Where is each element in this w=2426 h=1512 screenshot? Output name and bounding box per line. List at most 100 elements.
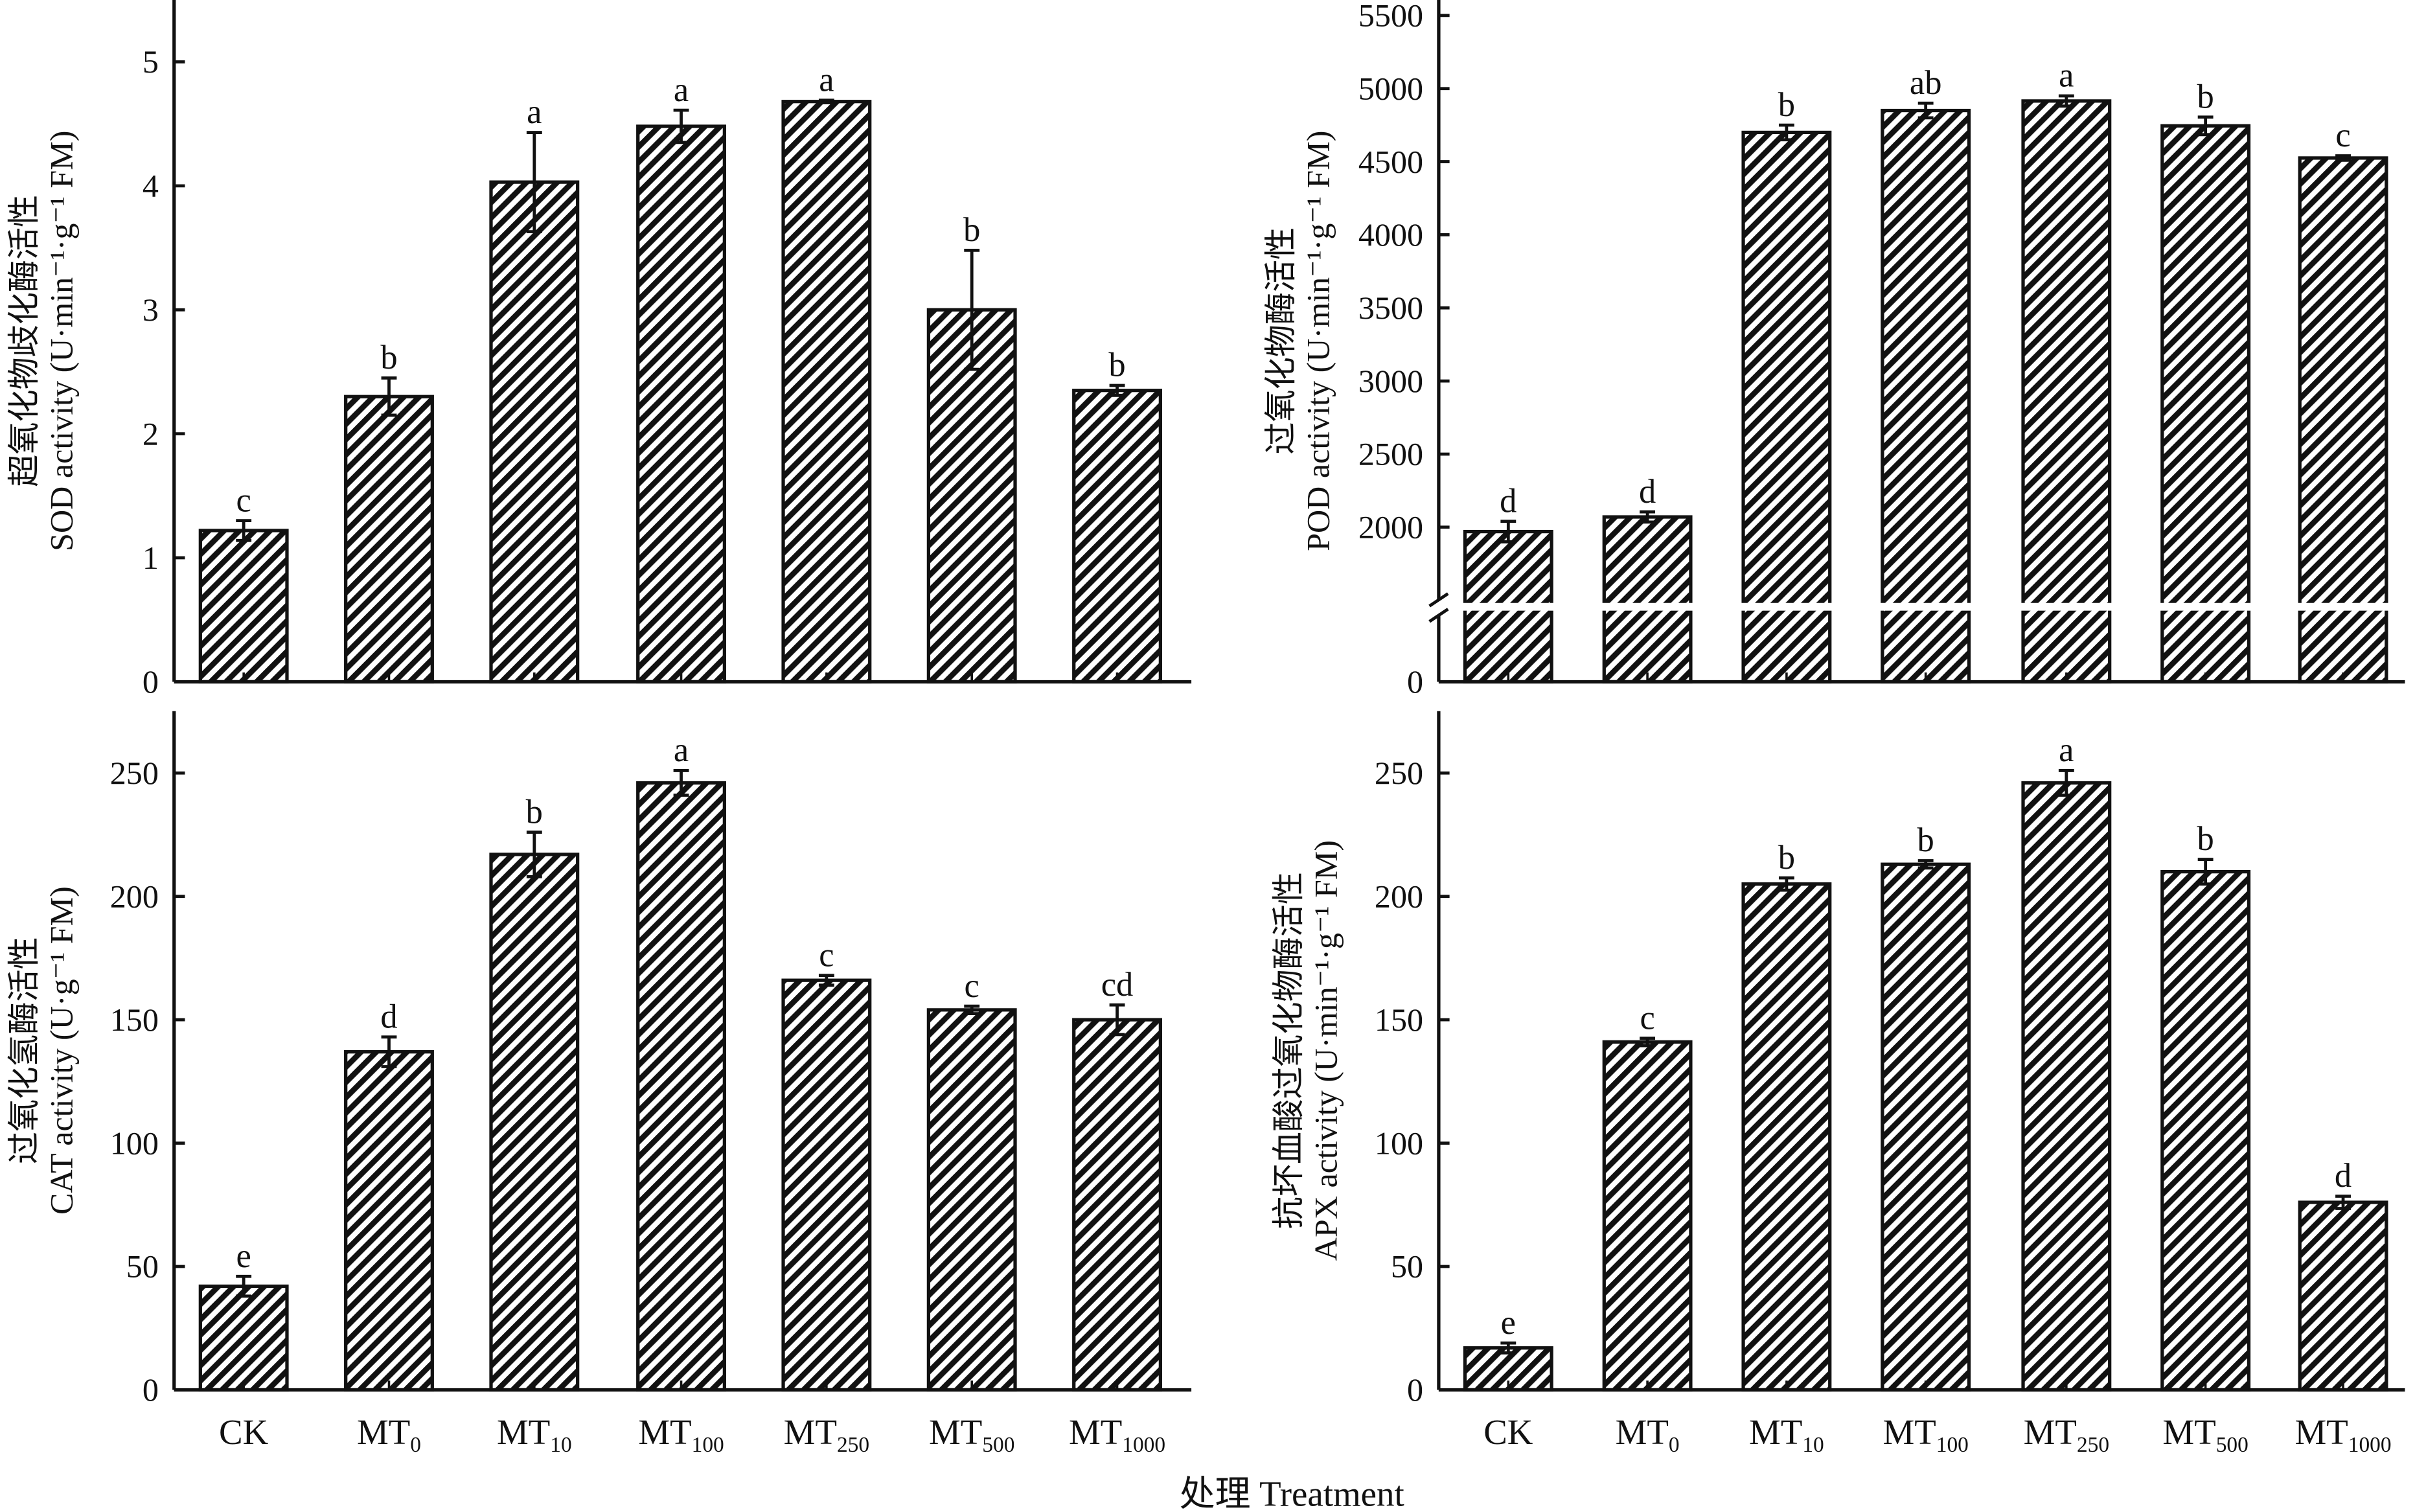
bar [636,124,726,684]
error-bar [1109,1003,1125,1037]
error-bar [236,1274,252,1298]
significance-letter: a [674,731,689,769]
significance-letter: d [380,998,397,1035]
y-tick-label: 50 [126,1248,159,1285]
bar [1741,130,1832,684]
error-bar [381,376,397,417]
axis-break-gap [1441,602,2409,611]
y-tick-label: 3500 [1358,290,1423,326]
y-tick-label: 0 [1407,663,1423,700]
y-tick-label: 100 [1375,1125,1423,1161]
axis-break-mark [1428,592,1449,623]
y-tick-label: 4 [143,168,159,204]
bar [2298,1200,2388,1392]
bar [1741,882,1832,1392]
bar [2160,124,2251,684]
x-tick-label: MT250 [2024,1412,2109,1457]
x-tick-label: MT10 [497,1412,572,1457]
y-axis-title-en: CAT activity (U·g⁻¹ FM) [43,886,79,1215]
y-tick-label: 2000 [1358,509,1423,545]
significance-letter: b [526,793,543,830]
error-bar [1917,859,1934,870]
significance-letter: c [1640,999,1654,1037]
error-bar [526,830,542,878]
x-axis-title: 处理 Treatment [1180,1474,1404,1512]
bar [2298,156,2388,684]
bar [1072,1018,1162,1392]
y-axis-title-en: APX activity (U·min⁻¹·g⁻¹ FM) [1307,840,1344,1261]
apx-panel: e c b b a b d 0 50 100 150 200 250 抗坏血酸过氧化物酶活性APX act… [1270,711,2405,1457]
y-axis-title-cn: 抗坏血酸过氧化物酶活性 [1270,872,1307,1229]
x-tick-label: MT250 [784,1412,869,1457]
y-axis-title-cn: 过氧化物酶活性 [1263,227,1299,455]
error-bar [2335,154,2351,162]
y-axis-title-en: SOD activity (U·min⁻¹·g⁻¹ FM) [43,131,79,551]
significance-letter: b [963,211,980,249]
bar [781,100,872,684]
error-bar [1640,510,1656,524]
error-bar [673,769,689,797]
bar [1881,108,1971,684]
significance-letter: b [1778,839,1795,876]
y-tick-label: 5000 [1358,70,1423,106]
bar [344,395,434,684]
y-axis-title-cn: 过氧化氢酶活性 [6,937,42,1164]
significance-letter: d [1500,482,1516,520]
error-bar [2335,1195,2351,1210]
significance-letter: a [819,61,834,98]
y-tick-label: 3000 [1358,363,1423,399]
y-axis-title: 超氧化物歧化酶活性SOD activity (U·min⁻¹·g⁻¹ FM) [6,131,79,551]
bar [2021,781,2112,1392]
significance-letter: a [527,93,542,131]
significance-letter: b [2197,78,2214,115]
significance-letter: d [2335,1157,2352,1195]
significance-letter: cd [1101,966,1134,1003]
sod-panel: c b a a a b b 0 1 2 3 4 5 超氧化物歧化酶活性SOD activity (U·mi… [6,0,1192,700]
y-tick-label: 3 [143,292,159,328]
x-tick-label: MT1000 [1069,1412,1165,1457]
significance-letter: a [2059,731,2074,769]
error-bar [1500,1341,1516,1355]
y-tick-label: 250 [110,755,159,791]
bar [489,180,580,684]
significance-letter: b [2197,820,2214,858]
significance-letter: a [674,71,689,109]
y-tick-label: 4500 [1358,143,1423,179]
error-bar [964,1004,980,1016]
y-tick-label: 0 [143,1371,159,1408]
significance-letter: c [2335,117,2350,154]
error-bar [2058,94,2074,108]
bar [1881,862,1971,1392]
y-tick-label: 250 [1375,755,1423,791]
cat-panel: e d b a c c cd 0 50 100 150 200 250 过氧化氢酶活性CAT activi… [6,711,1192,1457]
bar [1072,389,1162,684]
y-tick-label: 200 [1375,878,1423,914]
significance-letter: b [1108,347,1125,384]
significance-letter: c [236,481,251,519]
bar [1602,1040,1693,1392]
significance-letter: a [2059,57,2074,95]
bar [1602,515,1693,684]
y-tick-label: 200 [110,878,159,914]
y-axis-title: 过氧化物酶活性POD activity (U·min⁻¹·g⁻¹ FM) [1263,131,1336,551]
x-tick-label: MT500 [2162,1412,2248,1457]
error-bar [2197,858,2214,886]
y-tick-label: 5500 [1358,0,1423,34]
error-bar [1500,520,1516,544]
x-tick-label: MT10 [1749,1412,1824,1457]
y-tick-label: 1 [143,540,159,576]
y-axis-title: 抗坏血酸过氧化物酶活性APX activity (U·min⁻¹·g⁻¹ FM) [1270,840,1344,1261]
bar [2021,99,2112,684]
error-bar [2058,769,2074,797]
error-bar [1778,123,1794,142]
significance-letter: c [965,967,979,1005]
y-axis-title: 过氧化氢酶活性CAT activity (U·g⁻¹ FM) [6,886,79,1215]
bar [781,978,872,1392]
significance-letter: e [1501,1304,1516,1342]
x-tick-label: MT500 [929,1412,1014,1457]
y-tick-label: 100 [110,1125,159,1161]
y-axis-title-cn: 超氧化物歧化酶活性 [6,195,42,487]
bar [636,781,726,1392]
bar [489,853,580,1392]
